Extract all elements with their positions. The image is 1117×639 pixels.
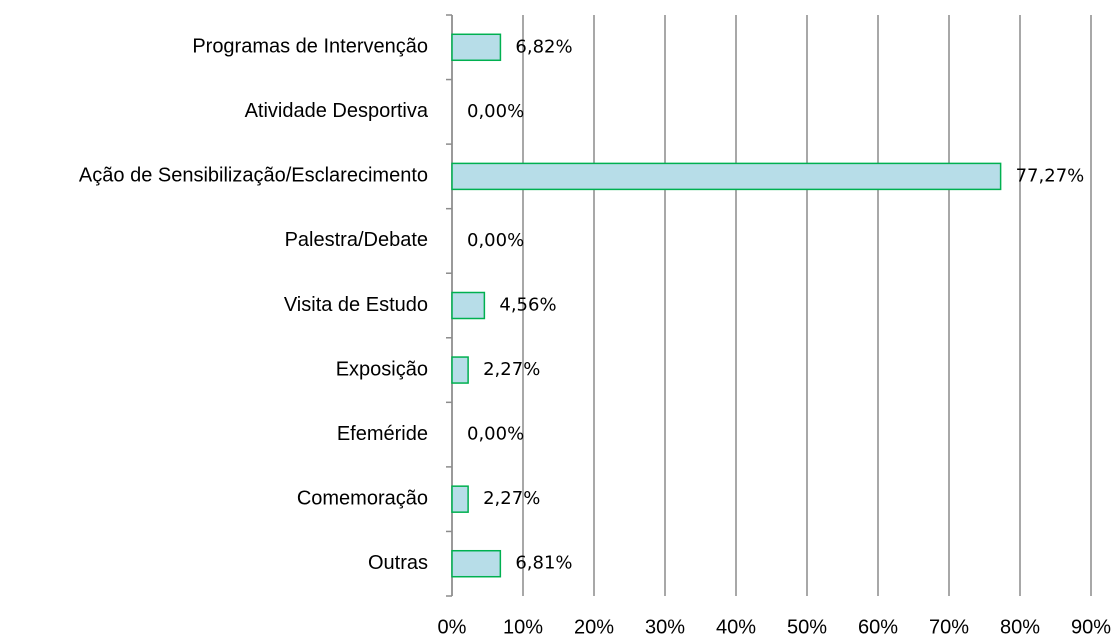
data-label: 6,82%	[515, 36, 572, 57]
y-tick-label: Exposição	[336, 358, 428, 380]
x-tick-label: 70%	[929, 616, 969, 638]
x-tick-label: 80%	[1000, 616, 1040, 638]
data-label: 0,00%	[467, 101, 524, 122]
data-label: 77,27%	[1016, 165, 1085, 186]
bar	[451, 291, 486, 320]
y-tick-label: Atividade Desportiva	[245, 100, 429, 122]
x-tick-label: 20%	[574, 616, 614, 638]
data-label: 0,00%	[467, 230, 524, 251]
data-label: 4,56%	[499, 295, 556, 316]
y-tick-label: Efeméride	[337, 423, 428, 445]
x-tick-label: 60%	[858, 616, 898, 638]
x-tick-label: 50%	[787, 616, 827, 638]
data-label: 2,27%	[483, 488, 540, 509]
data-label: 6,81%	[515, 553, 572, 574]
bar	[451, 33, 502, 62]
x-tick-label: 90%	[1071, 616, 1111, 638]
bar	[451, 485, 469, 513]
x-tick-label: 10%	[503, 616, 543, 638]
x-tick-label: 30%	[645, 616, 685, 638]
data-label: 0,00%	[467, 424, 524, 445]
y-tick-label: Programas de Intervenção	[192, 36, 428, 58]
bar	[451, 549, 502, 578]
y-tick-label: Outras	[368, 552, 428, 574]
bar	[451, 356, 469, 384]
y-tick-label: Palestra/Debate	[285, 229, 428, 251]
y-tick-label: Ação de Sensibilização/Esclarecimento	[79, 165, 428, 187]
bar	[451, 162, 1002, 191]
x-tick-label: 0%	[438, 616, 467, 638]
data-label: 2,27%	[483, 359, 540, 380]
y-tick-label: Comemoração	[297, 487, 428, 509]
x-tick-label: 40%	[716, 616, 756, 638]
y-tick-label: Visita de Estudo	[284, 294, 428, 316]
